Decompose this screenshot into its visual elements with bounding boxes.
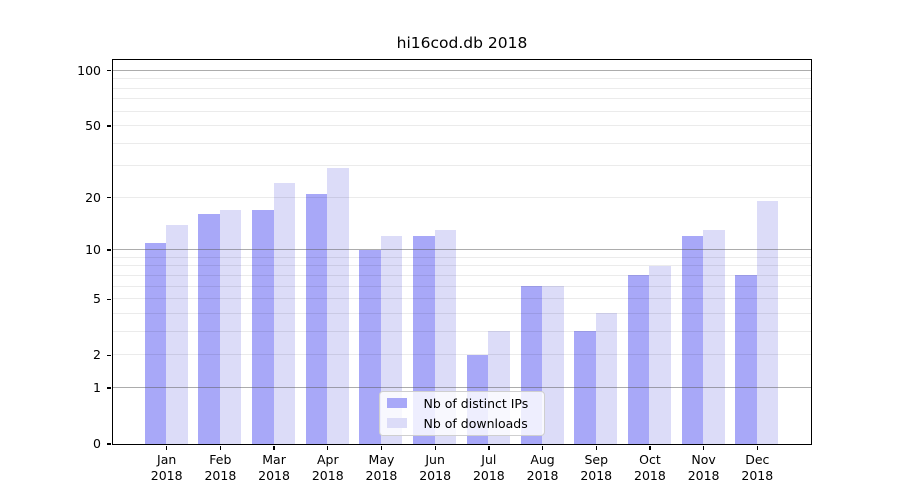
x-tick-month: Aug [530, 452, 555, 467]
bar-downloads-jun [434, 230, 457, 444]
bar-ips-nov [681, 236, 704, 444]
x-tick [273, 445, 275, 450]
bar-downloads-dec [756, 201, 779, 444]
y-tick [106, 249, 111, 251]
y-tick [106, 197, 111, 199]
bar-downloads-feb [219, 209, 242, 444]
x-tick [703, 445, 705, 450]
bar-ips-dec [735, 275, 757, 444]
x-tick-year: 2018 [258, 467, 290, 483]
y-tick-label: 50 [85, 118, 101, 134]
y-tick-label: 100 [77, 62, 101, 78]
x-tick-label: Dec 2018 [722, 452, 792, 483]
bar-downloads-apr [327, 168, 349, 444]
x-tick-label: Aug 2018 [508, 452, 578, 483]
x-tick-year: 2018 [526, 467, 559, 483]
x-tick-label: Apr 2018 [293, 452, 363, 483]
x-tick-year: 2018 [580, 467, 613, 483]
chart-title: hi16cod.db 2018 [396, 34, 528, 52]
x-tick-year: 2018 [634, 467, 666, 483]
bar-downloads-sep [595, 313, 618, 444]
legend-swatch-distinct-ips [386, 398, 407, 408]
bar-ips-apr [305, 193, 328, 444]
y-tick-label: 5 [93, 291, 101, 307]
x-tick-label: Jul 2018 [454, 452, 524, 483]
y-tick-label: 1 [93, 379, 101, 395]
x-tick-month: Sep [584, 452, 608, 467]
x-tick-month: May [368, 452, 395, 467]
y-tick [106, 70, 111, 72]
bar-downloads-jan [166, 224, 188, 444]
x-tick-year: 2018 [472, 467, 505, 483]
x-tick-year: 2018 [311, 467, 344, 483]
legend: Nb of distinct IPs Nb of downloads [378, 390, 545, 436]
x-tick-month: Dec [745, 452, 770, 467]
legend-item-downloads: Nb of downloads [386, 415, 544, 431]
x-tick-label: Nov 2018 [669, 452, 739, 483]
y-tick-label: 0 [93, 436, 101, 451]
x-tick [649, 445, 651, 450]
bars-layer [113, 60, 811, 444]
bar-ips-feb [198, 214, 220, 444]
x-tick-label: May 2018 [346, 452, 416, 483]
legend-label-distinct-ips: Nb of distinct IPs [423, 395, 529, 411]
x-tick [541, 445, 544, 450]
x-tick-label: Jan 2018 [132, 452, 202, 483]
x-tick [756, 445, 758, 450]
x-tick-month: Jan [157, 452, 177, 467]
bar-downloads-aug [542, 286, 564, 444]
x-tick-month: Oct [639, 452, 661, 467]
x-tick [434, 445, 436, 450]
y-tick-label: 10 [85, 242, 101, 258]
x-tick-year: 2018 [204, 467, 237, 483]
bar-ips-oct [627, 275, 650, 444]
x-tick-year: 2018 [687, 467, 720, 483]
x-tick-label: Jun 2018 [400, 452, 470, 483]
y-tick [106, 298, 111, 300]
y-tick [106, 125, 111, 127]
x-tick [595, 445, 597, 450]
x-tick-label: Sep 2018 [561, 452, 631, 483]
y-tick [106, 354, 111, 356]
x-tick [380, 445, 383, 450]
x-tick [488, 445, 490, 450]
x-tick-month: Nov [691, 452, 716, 467]
x-tick-year: 2018 [419, 467, 452, 483]
y-tick [106, 387, 111, 389]
bar-ips-sep [574, 331, 596, 444]
bar-downloads-nov [703, 230, 725, 444]
x-tick-month: Jun [425, 452, 445, 467]
legend-swatch-downloads [386, 418, 407, 428]
bar-ips-jan [144, 242, 167, 444]
x-tick [219, 445, 222, 450]
x-tick-label: Feb 2018 [185, 452, 255, 483]
x-tick-year: 2018 [365, 467, 398, 483]
bar-downloads-mar [273, 183, 296, 444]
y-tick [106, 443, 111, 445]
x-tick-label: Oct 2018 [615, 452, 685, 483]
bar-ips-may [359, 249, 381, 444]
bar-ips-mar [252, 209, 274, 444]
x-tick [327, 445, 329, 450]
x-tick [166, 445, 168, 450]
legend-item-distinct-ips: Nb of distinct IPs [386, 395, 544, 411]
x-tick-year: 2018 [150, 467, 183, 483]
x-tick-month: Mar [262, 452, 286, 467]
plot-area: Nb of distinct IPs Nb of downloads [111, 58, 812, 445]
x-tick-month: Apr [316, 452, 339, 467]
x-tick-year: 2018 [741, 467, 774, 483]
x-tick-month: Feb [209, 452, 232, 467]
x-tick-label: Mar 2018 [239, 452, 309, 483]
legend-label-downloads: Nb of downloads [423, 415, 528, 431]
y-tick-label: 20 [85, 189, 101, 205]
y-tick-label: 2 [93, 347, 101, 363]
x-tick-month: Jul [481, 452, 497, 467]
bar-downloads-oct [649, 265, 671, 444]
